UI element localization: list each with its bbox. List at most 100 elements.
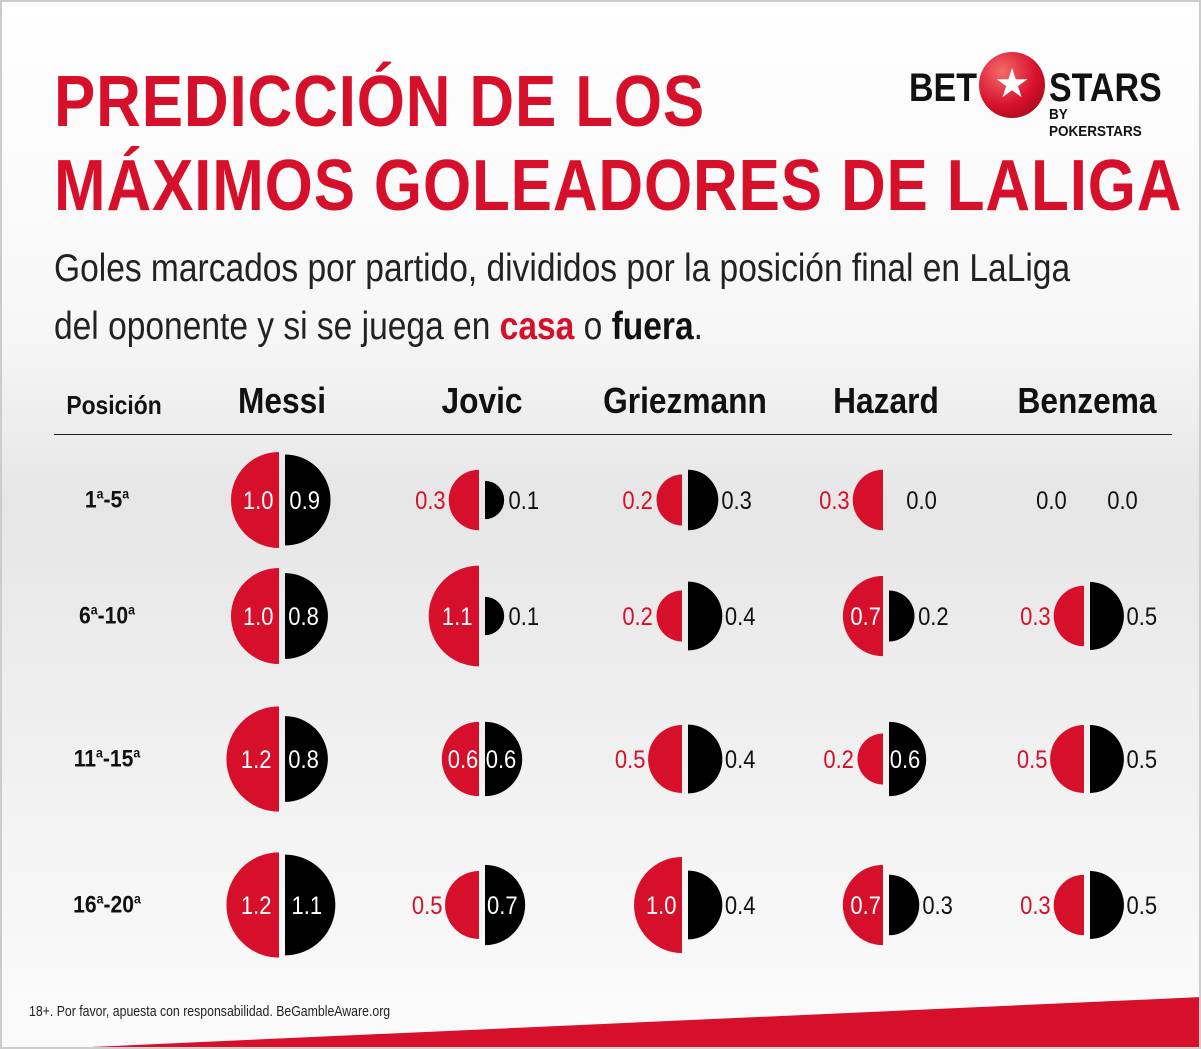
subtitle-o: o — [574, 305, 612, 348]
row-label-part: a — [90, 601, 98, 618]
away-half-circle — [285, 573, 328, 659]
row-label-part: a — [133, 744, 141, 761]
away-value-label: 0.3 — [922, 892, 953, 920]
football-star-icon: ★ — [979, 52, 1045, 118]
title: PREDICCIÓN DE LOS MÁXIMOS GOLEADORES DE L… — [54, 60, 1182, 228]
away-half-circle — [285, 854, 336, 956]
home-value-label: 0.3 — [819, 487, 850, 515]
away-value-label: 0.3 — [721, 487, 752, 515]
away-half-circle — [688, 469, 719, 531]
home-value-label: 0.7 — [850, 892, 881, 920]
logo-by-pokerstars: BY POKERSTARS — [1049, 106, 1142, 140]
player-header-messi: Messi — [237, 380, 327, 421]
player-header-hazard: Hazard — [833, 380, 939, 421]
home-value-label: 1.0 — [243, 603, 274, 631]
row-label-part: a — [128, 601, 136, 618]
home-value-label: 1.2 — [241, 746, 272, 774]
home-half-circle — [1053, 874, 1084, 936]
player-header-jovic: Jovic — [441, 380, 523, 421]
subtitle-text: del oponente y si se juega en — [54, 305, 500, 348]
home-value-label: 0.7 — [850, 603, 881, 631]
home-value-label: 0.3 — [415, 487, 446, 515]
home-half-circle — [441, 721, 479, 797]
away-half-circle — [889, 874, 920, 936]
row-label-part: 6 — [78, 602, 91, 630]
row-label-part: 15 — [109, 745, 134, 773]
home-value-label: 1.2 — [241, 892, 272, 920]
away-value-label: 0.8 — [288, 603, 319, 631]
title-line-2: MÁXIMOS GOLEADORES DE LALIGA — [54, 146, 1183, 226]
away-value-label: 0.9 — [289, 487, 320, 515]
away-value-label: 0.5 — [1127, 892, 1158, 920]
away-value-label: 0.2 — [918, 603, 949, 631]
row-label-part: a — [134, 890, 141, 907]
logo-stars: STARS — [1049, 66, 1162, 110]
responsible-gambling-footer: 18+. Por favor, apuesta con responsabili… — [29, 1003, 391, 1020]
row-label-part: 10 — [104, 602, 129, 630]
away-value-label: 0.4 — [725, 892, 756, 920]
home-half-circle — [842, 864, 883, 946]
player-header-griezmann: Griezmann — [603, 380, 767, 421]
away-half-circle — [285, 716, 328, 802]
home-half-circle — [857, 733, 883, 785]
player-header-benzema: Benzema — [1017, 380, 1157, 421]
home-half-circle — [428, 565, 479, 667]
away-value-label: 0.5 — [1127, 603, 1158, 631]
away-value-label: 0.7 — [487, 892, 518, 920]
home-value-label: 0.5 — [1017, 746, 1048, 774]
row-label: 11a-15a — [74, 745, 141, 774]
home-value-label: 1.0 — [243, 487, 274, 515]
away-half-circle — [485, 864, 526, 946]
away-value-label: 0.0 — [1107, 487, 1138, 515]
home-half-circle — [842, 575, 883, 657]
away-half-circle — [1090, 871, 1124, 939]
away-value-label: 0.8 — [288, 746, 319, 774]
home-half-circle — [634, 857, 682, 953]
logo-bet: BET — [909, 66, 977, 110]
home-half-circle — [1053, 585, 1084, 647]
subtitle-end: . — [693, 305, 703, 348]
home-value-label: 1.1 — [442, 603, 473, 631]
row-label-part: - — [103, 891, 111, 919]
away-half-circle — [485, 596, 505, 636]
row-label-part: a — [122, 485, 130, 502]
away-half-circle — [485, 480, 505, 520]
home-value-label: 0.5 — [412, 892, 443, 920]
row-label-part: 16 — [73, 891, 97, 919]
home-half-circle — [231, 568, 279, 664]
away-value-label: 0.1 — [509, 603, 540, 631]
away-value-label: 0.5 — [1127, 746, 1158, 774]
home-value-label: 0.2 — [823, 746, 854, 774]
home-value-label: 0.3 — [1020, 892, 1051, 920]
subtitle-line-2: del oponente y si se juega en casa o fue… — [54, 298, 1070, 356]
away-half-circle — [285, 454, 331, 546]
home-value-label: 1.0 — [646, 892, 677, 920]
home-value-label: 0.5 — [615, 746, 646, 774]
row-label-part: - — [103, 486, 111, 514]
row-label-part: 5 — [110, 486, 123, 514]
row-label-part: a — [96, 485, 104, 502]
home-value-label: 0.2 — [622, 603, 653, 631]
home-value-label: 0.6 — [448, 746, 479, 774]
row-label-part: - — [97, 602, 105, 630]
header-divider — [54, 434, 1172, 435]
away-half-circle — [485, 721, 523, 797]
home-half-circle — [656, 590, 682, 642]
row-label-part: - — [102, 745, 110, 773]
home-value-label: 0.0 — [1036, 487, 1067, 515]
away-half-circle — [688, 724, 723, 794]
home-half-circle — [656, 474, 682, 526]
home-half-circle — [648, 725, 682, 793]
home-half-circle — [226, 852, 279, 958]
away-value-label: 0.1 — [509, 487, 540, 515]
subtitle-casa: casa — [499, 305, 575, 348]
away-half-circle — [688, 870, 723, 940]
away-half-circle — [889, 590, 915, 642]
row-label: 1a-5a — [85, 486, 129, 515]
row-label-part: 1 — [84, 486, 97, 514]
home-value-label: 0.3 — [1020, 603, 1051, 631]
home-half-circle — [231, 452, 279, 548]
